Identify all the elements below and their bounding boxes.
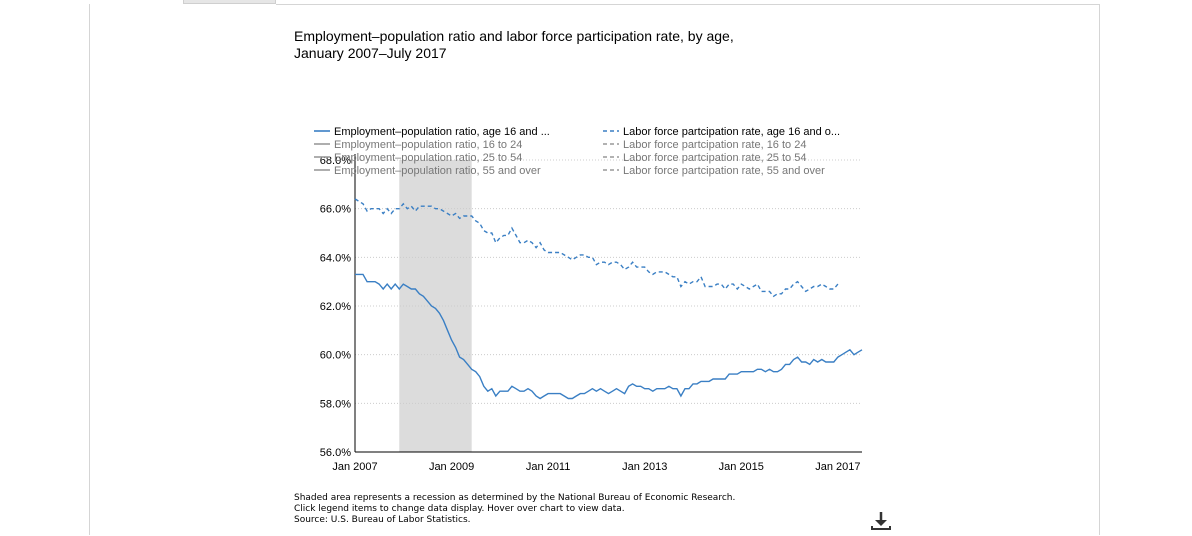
chart-title: Employment–population ratio and labor fo…	[294, 28, 814, 62]
note-instructions: Click legend items to change data displa…	[294, 504, 625, 514]
y-tick-label: 56.0%	[320, 447, 351, 459]
x-tick-label: Jan 2015	[719, 461, 764, 473]
x-tick-label: Jan 2007	[332, 461, 377, 473]
series-labor-force-participation-rate	[354, 198, 839, 298]
x-tick-label: Jan 2009	[429, 461, 474, 473]
download-button[interactable]	[870, 509, 892, 531]
legend-item[interactable]: Labor force partcipation rate, 25 to 54	[623, 152, 806, 164]
legend-item[interactable]: Labor force partcipation rate, 16 to 24	[623, 139, 806, 151]
y-tick-label: 66.0%	[320, 204, 351, 216]
note-recession: Shaded area represents a recession as de…	[294, 493, 736, 503]
download-icon	[871, 512, 891, 530]
y-tick-label: 58.0%	[320, 398, 351, 410]
content-frame	[89, 4, 1100, 535]
chart-title-line2: January 2007–July 2017	[294, 45, 447, 61]
series-employment-population-ratio	[355, 273, 863, 400]
note-source: Source: U.S. Bureau of Labor Statistics.	[294, 515, 471, 525]
legend-item[interactable]: Employment–population ratio, 25 to 54	[334, 152, 522, 164]
legend-item[interactable]: Employment–population ratio, 55 and over	[334, 165, 541, 177]
chart-title-line1: Employment–population ratio and labor fo…	[294, 28, 734, 44]
x-tick-label: Jan 2017	[815, 461, 860, 473]
legend-item[interactable]: Labor force partcipation rate, age 16 an…	[623, 126, 840, 138]
legend-item[interactable]: Employment–population ratio, 16 to 24	[334, 139, 522, 151]
y-tick-label: 64.0%	[320, 252, 351, 264]
y-tick-label: 68.0%	[320, 155, 351, 167]
legend-item[interactable]: Labor force partcipation rate, 55 and ov…	[623, 165, 825, 177]
y-tick-label: 60.0%	[320, 350, 351, 362]
y-tick-label: 62.0%	[320, 301, 351, 313]
chart-notes: Shaded area represents a recession as de…	[294, 493, 735, 526]
frame-top-border	[276, 4, 1100, 5]
x-tick-label: Jan 2013	[622, 461, 667, 473]
x-tick-label: Jan 2011	[526, 461, 570, 473]
tab-stub[interactable]	[183, 0, 276, 4]
legend-item[interactable]: Employment–population ratio, age 16 and …	[334, 126, 550, 138]
